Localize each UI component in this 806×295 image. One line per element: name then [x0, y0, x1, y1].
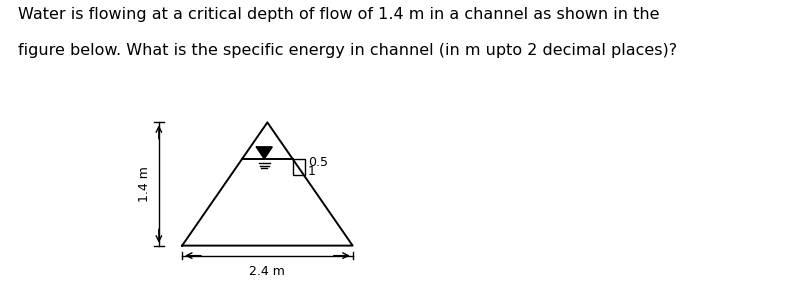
Text: 2.4 m: 2.4 m	[249, 265, 285, 278]
Polygon shape	[256, 147, 272, 159]
Text: figure below. What is the specific energy in channel (in m upto 2 decimal places: figure below. What is the specific energ…	[18, 43, 677, 58]
Text: 0.5: 0.5	[308, 156, 328, 169]
Text: 1.4 m: 1.4 m	[139, 166, 152, 202]
Text: 1: 1	[308, 165, 316, 178]
Text: Water is flowing at a critical depth of flow of 1.4 m in a channel as shown in t: Water is flowing at a critical depth of …	[18, 7, 659, 22]
Bar	[293, 159, 305, 175]
